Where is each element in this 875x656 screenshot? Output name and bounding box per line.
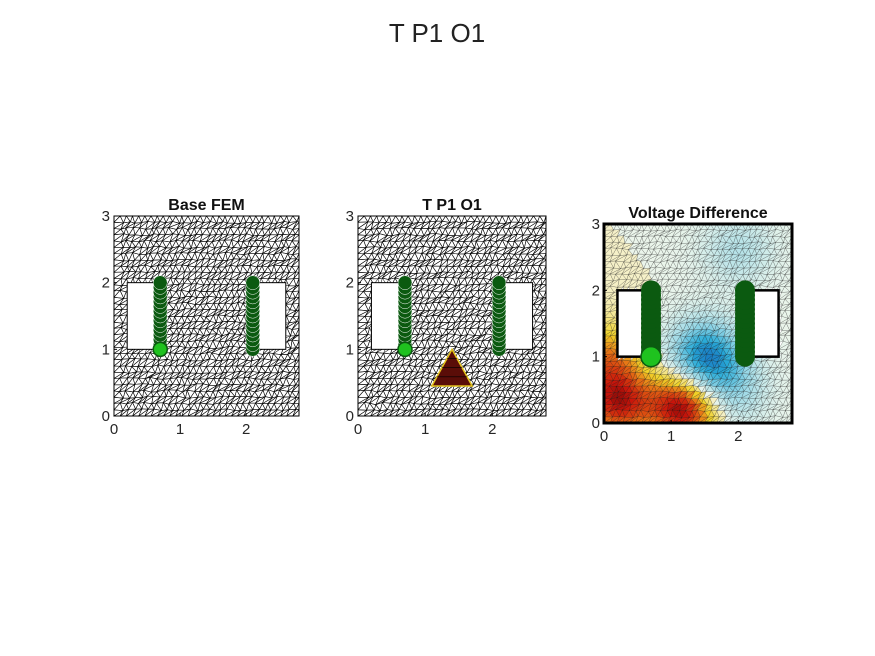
electrode-1 [152, 275, 168, 358]
panel-title: T P1 O1 [422, 197, 482, 214]
y-tick-label: 3 [102, 208, 110, 225]
electrode-1 [397, 275, 413, 358]
electrode-node [153, 275, 168, 290]
x-tick-label: 1 [176, 421, 184, 438]
y-tick-label: 3 [346, 208, 354, 225]
electrode-2 [491, 275, 507, 357]
figure-title: T P1 O1 [389, 18, 485, 48]
panel-2: T P1 O1 0 1 2 0 1 2 3 [346, 197, 547, 438]
mesh [603, 223, 793, 424]
y-tick-label: 1 [346, 341, 354, 358]
electrode-2 [245, 275, 260, 357]
panel-frame [357, 215, 547, 417]
y-tick-label: 1 [102, 341, 110, 358]
electrode-node [491, 275, 507, 290]
electrode-node [245, 275, 260, 290]
mesh [112, 215, 300, 417]
y-tick-label: 2 [346, 275, 354, 292]
x-tick-label: 1 [421, 421, 429, 438]
panel-1: Base FEM 0 1 2 0 1 2 3 [102, 197, 300, 438]
x-tick-label: 2 [488, 421, 496, 438]
panel-frame [113, 215, 300, 417]
y-tick-label: 0 [102, 408, 110, 425]
electrode-node [397, 275, 413, 290]
x-tick-label: 2 [242, 421, 250, 438]
panels: Base FEM 0 1 2 0 1 2 3 T P1 O1 0 1 2 0 1 2 3 Voltage Dif… [102, 197, 794, 445]
panel-title: Base FEM [168, 197, 244, 214]
mesh-element [267, 346, 278, 354]
y-tick-label: 2 [102, 275, 110, 292]
x-tick-label: 0 [354, 421, 362, 438]
electrode-highlight [397, 341, 413, 358]
y-tick-label: 0 [346, 408, 354, 425]
mesh [356, 215, 547, 417]
x-tick-label: 0 [110, 421, 118, 438]
electrode-highlight [152, 341, 168, 358]
